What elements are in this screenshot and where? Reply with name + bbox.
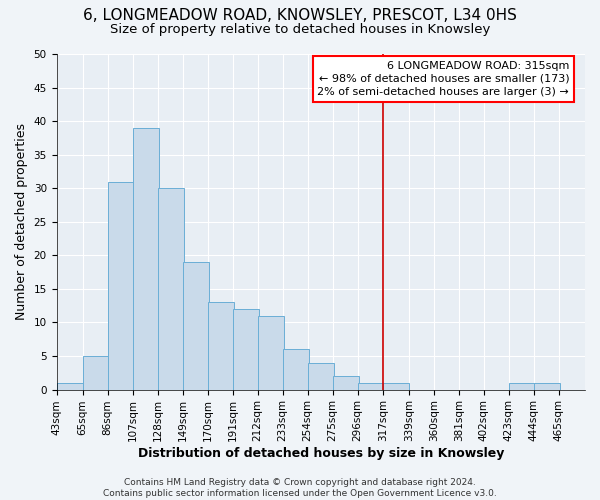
Bar (133, 128, 159, 390)
Bar (182, 262, 209, 390)
Text: 6 LONGMEADOW ROAD: 315sqm
← 98% of detached houses are smaller (173)
2% of semi-: 6 LONGMEADOW ROAD: 315sqm ← 98% of detac… (317, 60, 569, 97)
Bar (308, 362, 334, 390)
Bar (208, 302, 234, 390)
Bar (283, 350, 309, 390)
Y-axis label: Number of detached properties: Number of detached properties (15, 124, 28, 320)
Bar (158, 188, 184, 390)
Bar (383, 383, 409, 390)
Bar (83, 356, 109, 390)
Text: 6, LONGMEADOW ROAD, KNOWSLEY, PRESCOT, L34 0HS: 6, LONGMEADOW ROAD, KNOWSLEY, PRESCOT, L… (83, 8, 517, 22)
Bar (509, 383, 535, 390)
X-axis label: Distribution of detached houses by size in Knowsley: Distribution of detached houses by size … (137, 447, 504, 460)
Bar (233, 309, 259, 390)
Bar (534, 383, 560, 390)
Bar (108, 182, 134, 390)
Bar (257, 316, 284, 390)
Bar (56, 383, 83, 390)
Text: Contains HM Land Registry data © Crown copyright and database right 2024.
Contai: Contains HM Land Registry data © Crown c… (103, 478, 497, 498)
Text: Size of property relative to detached houses in Knowsley: Size of property relative to detached ho… (110, 22, 490, 36)
Bar (332, 376, 359, 390)
Bar (358, 383, 384, 390)
